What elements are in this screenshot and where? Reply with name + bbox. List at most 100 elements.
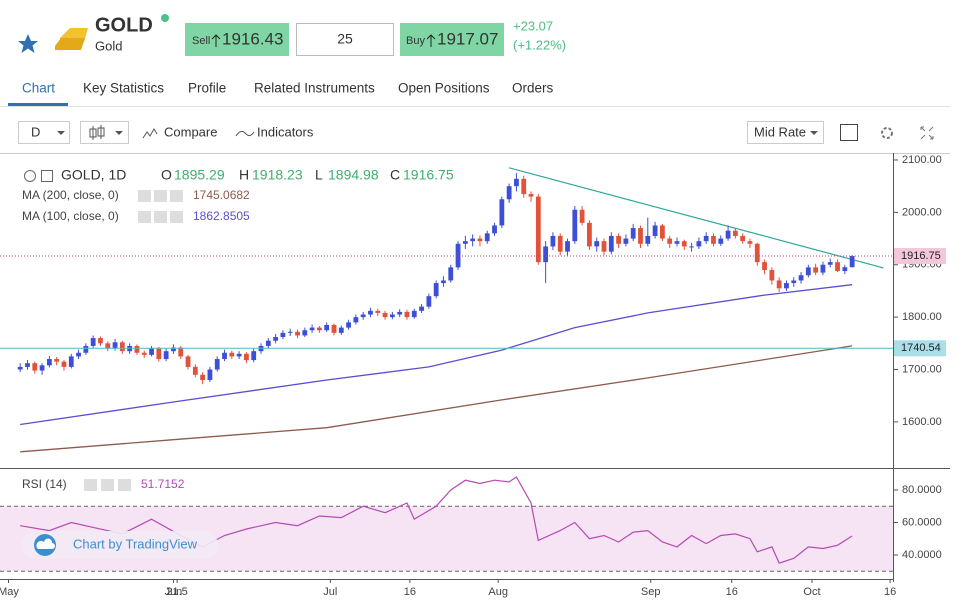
- legend-button[interactable]: [101, 479, 114, 491]
- legend-collapse[interactable]: [41, 170, 53, 182]
- x-tick-label: Oct: [803, 586, 820, 598]
- candle-body: [747, 241, 753, 244]
- candle-body: [667, 238, 673, 244]
- series-name: MA (200, close, 0): [22, 188, 119, 202]
- buy-price: 1917.07: [437, 29, 498, 48]
- series-value: 1862.8505: [193, 209, 250, 223]
- candle-body: [565, 241, 570, 252]
- candle-body: [827, 262, 833, 265]
- last-price-tag: 1916.75: [901, 250, 941, 262]
- tab[interactable]: Related Instruments: [254, 81, 375, 96]
- dropdown-caret: [810, 131, 818, 135]
- candle-body: [587, 222, 592, 247]
- candle-body: [820, 264, 826, 273]
- dropdown-caret: [57, 131, 65, 135]
- fullscreen-box[interactable]: [840, 124, 858, 141]
- candle-body: [134, 345, 140, 353]
- sell-price: 1916.43: [222, 29, 283, 48]
- candle-body: [207, 369, 213, 380]
- candle-body: [214, 359, 220, 370]
- candle-body: [550, 235, 556, 247]
- legend-button[interactable]: [154, 190, 167, 202]
- candle-body: [433, 283, 439, 297]
- change-percent: (+1.22%): [513, 37, 566, 52]
- candle-body: [681, 241, 687, 247]
- candle-body: [39, 365, 45, 371]
- tab[interactable]: Chart: [22, 81, 55, 96]
- indicators-button[interactable]: Indicators: [257, 124, 314, 139]
- interval-select[interactable]: [18, 121, 70, 144]
- candle-body: [360, 314, 366, 318]
- candle-body: [273, 337, 279, 341]
- rsi-tick-label: 60.0000: [902, 516, 942, 528]
- y-tick-label: 2100.00: [902, 154, 942, 166]
- candle-body: [404, 311, 410, 318]
- compare-button[interactable]: Compare: [164, 124, 217, 139]
- legend-toggle[interactable]: [24, 170, 36, 182]
- ohlc-value: 1916.75: [403, 167, 454, 183]
- candle-body: [229, 352, 235, 357]
- candle-body: [638, 228, 643, 244]
- candle-body: [492, 225, 497, 234]
- candle-body: [762, 262, 767, 270]
- candle-body: [696, 241, 702, 247]
- candle-body: [448, 267, 454, 281]
- settings-icon[interactable]: [881, 127, 893, 139]
- candle-icon: [89, 125, 105, 140]
- tab[interactable]: Profile: [188, 81, 226, 96]
- candle-body: [105, 343, 111, 349]
- candle-body: [331, 324, 337, 333]
- candle-body: [813, 267, 819, 273]
- sell-label: Sell: [192, 35, 210, 47]
- candle-body: [791, 280, 797, 284]
- y-tick-label: 1600.00: [902, 416, 942, 428]
- candle-body: [754, 243, 760, 263]
- tab[interactable]: Open Positions: [398, 81, 490, 96]
- sell-button[interactable]: [185, 23, 289, 56]
- candle-body: [835, 262, 840, 272]
- series-name: MA (100, close, 0): [22, 209, 119, 223]
- candle-body: [141, 352, 147, 355]
- ohlc-label: C: [390, 167, 400, 183]
- y-tick-label: 1800.00: [902, 311, 942, 323]
- legend-button[interactable]: [170, 190, 183, 202]
- buy-button[interactable]: [400, 23, 504, 56]
- legend-button[interactable]: [84, 479, 97, 491]
- tab[interactable]: Orders: [512, 81, 554, 96]
- candle-body: [499, 199, 505, 226]
- candle-body: [732, 230, 738, 236]
- candle-body: [689, 246, 694, 248]
- watermark-bg: [22, 531, 218, 559]
- candle-body: [528, 194, 534, 197]
- candle-body: [718, 238, 724, 244]
- legend-button[interactable]: [138, 211, 151, 223]
- quantity-input[interactable]: [296, 23, 394, 56]
- last-price-tag-bg: [894, 247, 946, 264]
- candle-body: [98, 338, 103, 344]
- candle-body: [316, 327, 322, 331]
- x-tick-label: Jul: [323, 586, 337, 598]
- active-tab-underline: [8, 103, 68, 106]
- favorite-star[interactable]: [18, 34, 38, 53]
- candle-body: [711, 235, 716, 244]
- instrument-name: Gold: [95, 38, 122, 53]
- legend-button[interactable]: [170, 211, 183, 223]
- candle-body: [776, 280, 782, 289]
- candle-body: [375, 310, 381, 313]
- tab[interactable]: Key Statistics: [83, 81, 164, 96]
- candle-body: [302, 330, 308, 336]
- legend-button[interactable]: [118, 479, 131, 491]
- candle-body: [477, 238, 483, 242]
- candle-body: [90, 338, 96, 346]
- watermark[interactable]: Chart by TradingView: [73, 536, 198, 551]
- symbol: GOLD: [95, 14, 153, 36]
- expand-icon[interactable]: [920, 126, 934, 140]
- legend-button[interactable]: [154, 211, 167, 223]
- price-type-select[interactable]: [747, 121, 824, 144]
- candle-body: [156, 348, 162, 360]
- legend-button[interactable]: [138, 190, 151, 202]
- interval: D: [31, 124, 40, 139]
- price-pane: [17, 167, 884, 453]
- candle-body: [280, 332, 286, 338]
